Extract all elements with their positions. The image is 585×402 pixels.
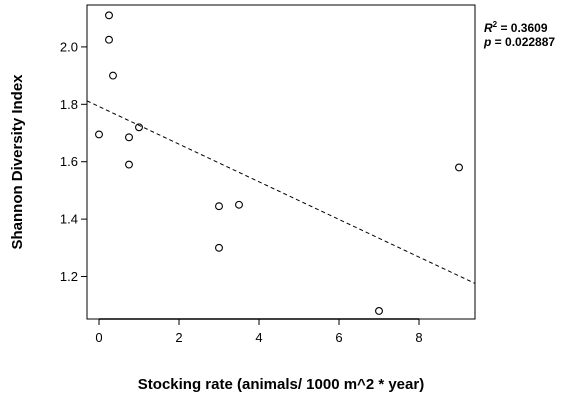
r-squared-value: = 0.3609	[497, 21, 548, 35]
x-axis: 0 2 4 6 8	[95, 318, 423, 345]
data-point	[95, 130, 103, 139]
x-tick-label: 0	[95, 330, 102, 345]
x-tick-label: 6	[335, 330, 342, 345]
y-tick-label: 1.8	[60, 97, 78, 112]
y-tick-label: 1.6	[60, 154, 78, 169]
data-point	[105, 35, 113, 44]
regression-line	[86, 100, 476, 284]
points-layer	[95, 11, 463, 315]
plot-area	[86, 4, 476, 320]
x-tick-label: 2	[175, 330, 182, 345]
y-tick-label: 1.4	[60, 212, 78, 227]
data-point	[135, 123, 143, 132]
x-axis-title: Stocking rate (animals/ 1000 m^2 * year)	[138, 376, 424, 393]
plot-frame	[86, 4, 476, 320]
data-point	[215, 243, 223, 252]
data-point	[235, 200, 243, 209]
y-axis-title: Shannon Diversity Index	[9, 74, 26, 250]
data-point	[125, 133, 133, 142]
r-squared-symbol: R	[484, 21, 493, 35]
data-point	[375, 307, 383, 315]
data-point	[455, 163, 463, 172]
stats-annotation: R2 = 0.3609 p = 0.022887	[483, 20, 555, 49]
x-tick-label: 8	[415, 330, 422, 345]
y-axis: 1.2 1.4 1.6 1.8 2.0	[60, 39, 88, 284]
data-point	[105, 11, 113, 20]
data-point	[125, 160, 133, 169]
trendline-layer	[86, 100, 476, 284]
y-tick-label: 2.0	[60, 39, 78, 54]
data-point	[109, 71, 117, 80]
y-tick-label: 1.2	[60, 269, 78, 284]
p-symbol: p	[483, 35, 491, 49]
r-squared-text: R2 = 0.3609	[484, 20, 548, 35]
x-tick-label: 4	[255, 330, 262, 345]
r-squared-superscript: 2	[493, 20, 498, 29]
p-value-text: p = 0.022887	[483, 35, 555, 49]
p-value: = 0.022887	[491, 35, 555, 49]
data-point	[215, 202, 223, 211]
